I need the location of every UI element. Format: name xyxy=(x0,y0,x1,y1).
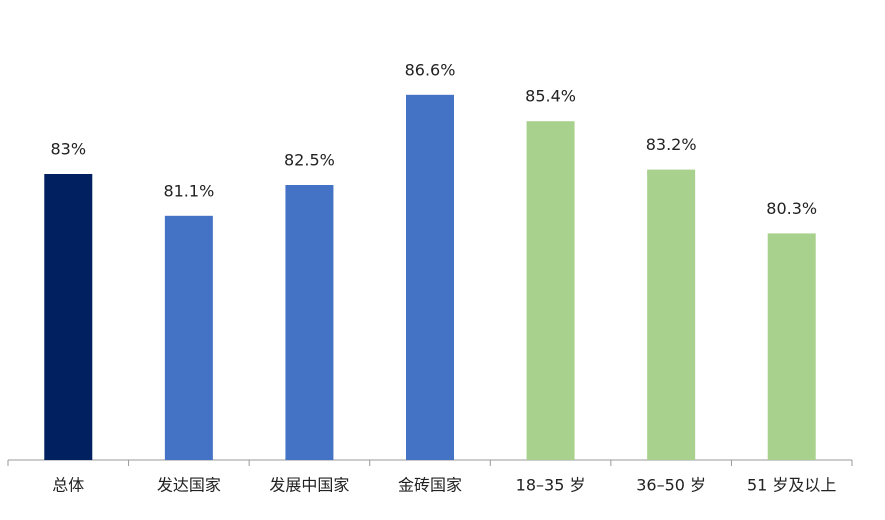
bar xyxy=(164,215,213,460)
value-label: 82.5% xyxy=(284,151,335,170)
value-label: 80.3% xyxy=(766,199,817,218)
bar xyxy=(647,169,696,460)
x-tick-label: 发达国家 xyxy=(157,476,221,495)
x-tick-label: 51 岁及以上 xyxy=(747,476,836,495)
value-label: 81.1% xyxy=(163,181,214,200)
bar xyxy=(44,174,93,460)
x-tick-label: 18–35 岁 xyxy=(516,476,586,495)
x-tick-label: 36–50 岁 xyxy=(636,476,706,495)
value-label: 86.6% xyxy=(405,60,456,79)
value-label: 83% xyxy=(51,140,87,159)
value-label: 83.2% xyxy=(646,135,697,154)
bar xyxy=(406,94,454,461)
value-label: 85.4% xyxy=(525,87,576,106)
x-tick-label: 总体 xyxy=(52,476,84,495)
bar xyxy=(526,121,575,460)
x-tick-label: 金砖国家 xyxy=(398,476,462,495)
bar xyxy=(767,233,816,460)
x-tick-label: 发展中国家 xyxy=(269,476,349,495)
bar xyxy=(285,185,334,460)
